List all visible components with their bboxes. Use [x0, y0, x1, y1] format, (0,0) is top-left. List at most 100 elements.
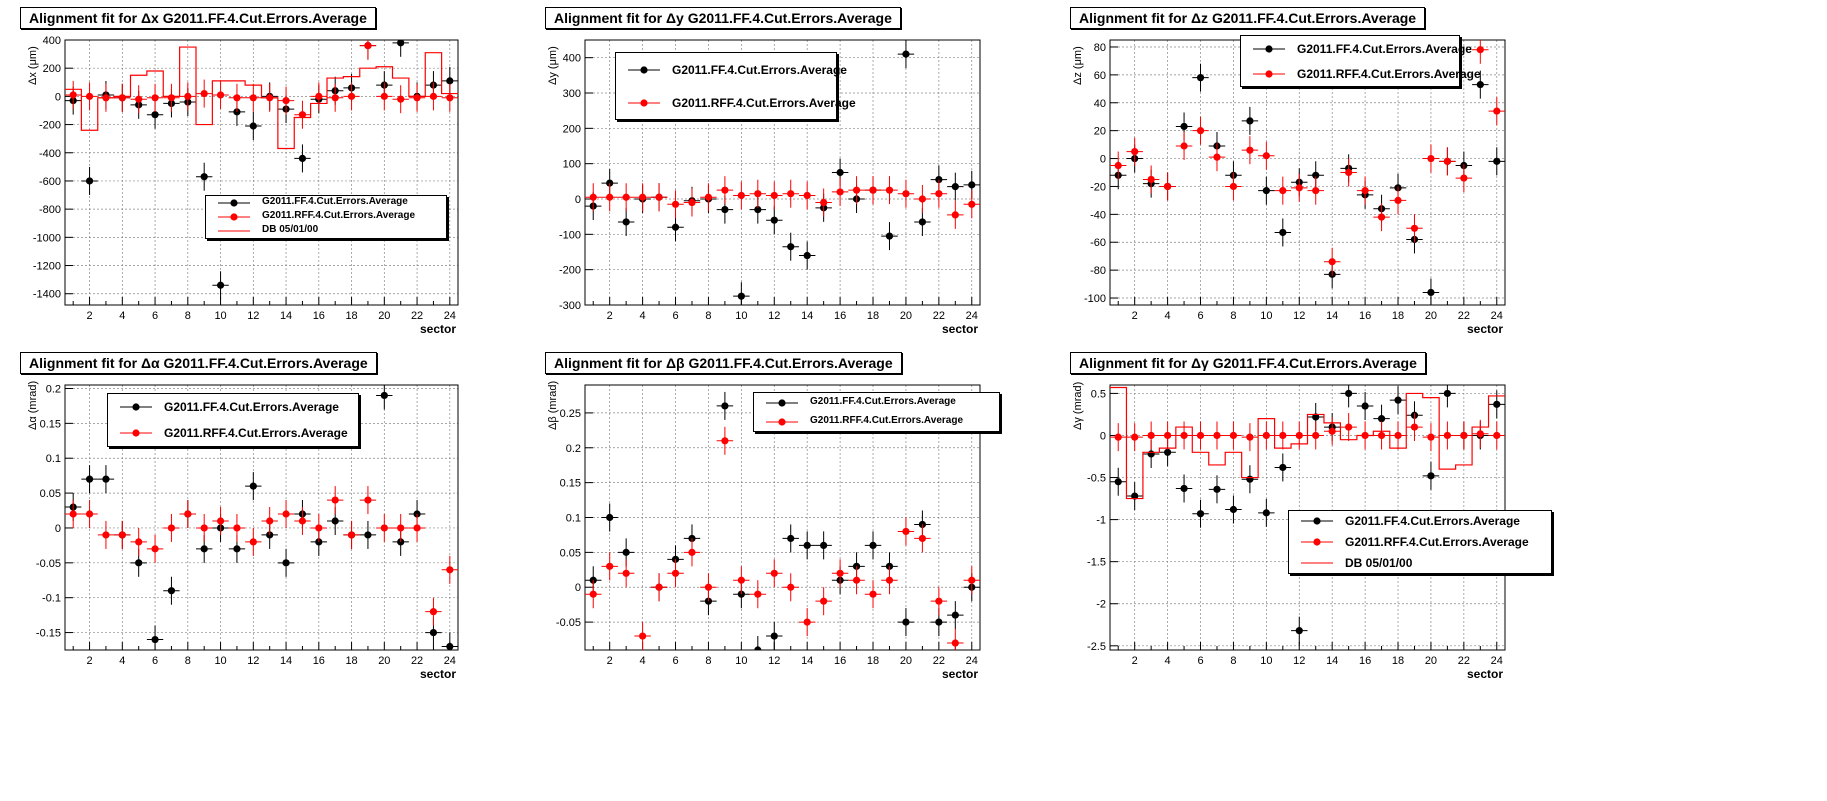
- ff-data-point: [897, 608, 915, 637]
- x-axis-label: sector: [1467, 667, 1504, 681]
- rff-data-point: [1192, 116, 1209, 145]
- legend-entry: G2011.RFF.4.Cut.Errors.Average: [108, 424, 358, 442]
- ff-data-point: [766, 622, 783, 650]
- ff-data-point: [947, 601, 964, 630]
- legend-entry: G2011.FF.4.Cut.Errors.Average: [206, 194, 446, 212]
- x-tick-label: 14: [280, 655, 292, 667]
- y-tick-label: -60: [1090, 237, 1106, 249]
- x-axis-label: sector: [1467, 322, 1504, 336]
- x-tick-label: 10: [1260, 655, 1272, 667]
- rff-data-point: [897, 517, 915, 546]
- rff-data-point: [1488, 97, 1505, 126]
- rff-data-point: [683, 188, 701, 217]
- x-tick-label: 18: [867, 655, 879, 667]
- x-axis-label: sector: [942, 667, 979, 681]
- y-tick-label: 60: [1094, 70, 1106, 82]
- rff-data-point: [1439, 147, 1456, 176]
- ff-data-point: [359, 520, 377, 549]
- legend: G2011.FF.4.Cut.Errors.Average G2011.RFF.4…: [753, 392, 1000, 432]
- x-tick-label: 24: [444, 310, 456, 322]
- rff-data-point: [1323, 247, 1341, 276]
- x-tick-label: 6: [1197, 655, 1203, 667]
- y-tick-label: 0.1: [566, 513, 581, 525]
- y-tick-label: -100: [1084, 293, 1106, 305]
- legend-label: G2011.RFF.4.Cut.Errors.Average: [1345, 535, 1529, 549]
- legend-marker-icon: [120, 403, 152, 411]
- rff-data-point: [261, 506, 278, 535]
- plot-svg: 2 4 6 8 10 12 14 16 18 20 22 24-300-200-10001002003…: [559, 39, 981, 322]
- rff-data-point: [1340, 158, 1357, 187]
- ff-data-point: [81, 465, 98, 494]
- rff-data-point: [1192, 421, 1209, 450]
- rff-data-point: [1225, 172, 1242, 201]
- rff-data-point: [1455, 421, 1473, 450]
- x-tick-label: 6: [672, 655, 678, 667]
- y-tick-label: 80: [1094, 42, 1106, 54]
- legend-marker-icon: [1253, 44, 1285, 53]
- rff-data-point: [1241, 423, 1259, 452]
- x-tick-label: 22: [1458, 310, 1470, 322]
- rff-data-point: [277, 500, 295, 529]
- ff-data-point: [897, 40, 915, 69]
- legend-entry: G2011.RFF.4.Cut.Errors.Average: [1241, 65, 1481, 83]
- ff-data-point: [1422, 461, 1440, 490]
- rff-data-point: [81, 82, 98, 111]
- rff-data-point: [1323, 417, 1341, 446]
- x-tick-label: 22: [933, 310, 945, 322]
- ff-data-point: [1241, 465, 1259, 494]
- ff-data-point: [1192, 63, 1209, 92]
- rff-data-point: [815, 188, 832, 217]
- rff-data-point: [1208, 421, 1226, 450]
- y-axis-label: Δγ (mrad): [1072, 381, 1084, 430]
- rff-data-point: [1389, 186, 1407, 215]
- plot-title: Alignment fit for Δβ G2011.FF.4.Cut.Erro…: [545, 352, 902, 374]
- x-tick-label: 10: [1260, 310, 1272, 322]
- x-tick-label: 16: [1359, 655, 1371, 667]
- x-tick-label: 20: [900, 655, 912, 667]
- rff-data-point: [1439, 421, 1456, 450]
- grid: [65, 39, 458, 305]
- rff-data-point: [114, 520, 131, 549]
- legend-label: G2011.RFF.4.Cut.Errors.Average: [810, 414, 964, 426]
- y-tick-label: -2.5: [1087, 641, 1106, 653]
- x-tick-label: 8: [1230, 655, 1236, 667]
- x-tick-label: 16: [1359, 310, 1371, 322]
- legend-label: G2011.RFF.4.Cut.Errors.Average: [1297, 66, 1481, 81]
- plot-svg: 2 4 6 8 10 12 14 16 18 20 22 24-1400-1200-1000-800-…: [33, 35, 459, 322]
- ff-data-point: [749, 636, 767, 650]
- x-tick-label: 24: [1491, 310, 1503, 322]
- series-layer: [1110, 385, 1505, 645]
- legend-entry: DB 05/01/00: [206, 222, 446, 240]
- x-tick-label: 12: [768, 310, 780, 322]
- x-tick-label: 12: [247, 655, 259, 667]
- rff-data-point: [634, 622, 651, 650]
- ff-data-point: [1110, 467, 1127, 496]
- rff-data-point: [343, 82, 360, 111]
- legend-entry: G2011.RFF.4.Cut.Errors.Average: [1289, 533, 1551, 551]
- ff-data-point: [716, 391, 734, 420]
- ff-data-point: [1175, 474, 1193, 503]
- y-tick-label: 400: [43, 35, 61, 47]
- rff-data-point: [146, 534, 164, 563]
- legend-entry: G2011.FF.4.Cut.Errors.Average: [1289, 512, 1551, 530]
- rff-data-point: [179, 82, 196, 111]
- ff-data-point: [1488, 390, 1505, 419]
- ff-data-point: [782, 232, 799, 261]
- ff-data-point: [617, 207, 635, 236]
- x-tick-label: 24: [1491, 655, 1503, 667]
- ff-data-point: [1291, 616, 1308, 645]
- rff-data-point: [864, 580, 882, 609]
- x-tick-label: 10: [214, 310, 226, 322]
- rff-data-point: [963, 190, 980, 219]
- ff-data-point: [1307, 161, 1324, 190]
- y-tick-label: 0: [575, 582, 581, 594]
- rff-data-point: [376, 513, 393, 542]
- legend-label: DB 05/01/00: [262, 224, 319, 235]
- rff-data-point: [163, 513, 180, 542]
- rff-data-point: [815, 587, 832, 616]
- rff-data-point: [634, 183, 651, 212]
- y-tick-label: 20: [1094, 126, 1106, 138]
- legend-marker-icon: [766, 417, 798, 426]
- rff-data-point: [1488, 421, 1505, 450]
- rff-data-point: [294, 506, 311, 535]
